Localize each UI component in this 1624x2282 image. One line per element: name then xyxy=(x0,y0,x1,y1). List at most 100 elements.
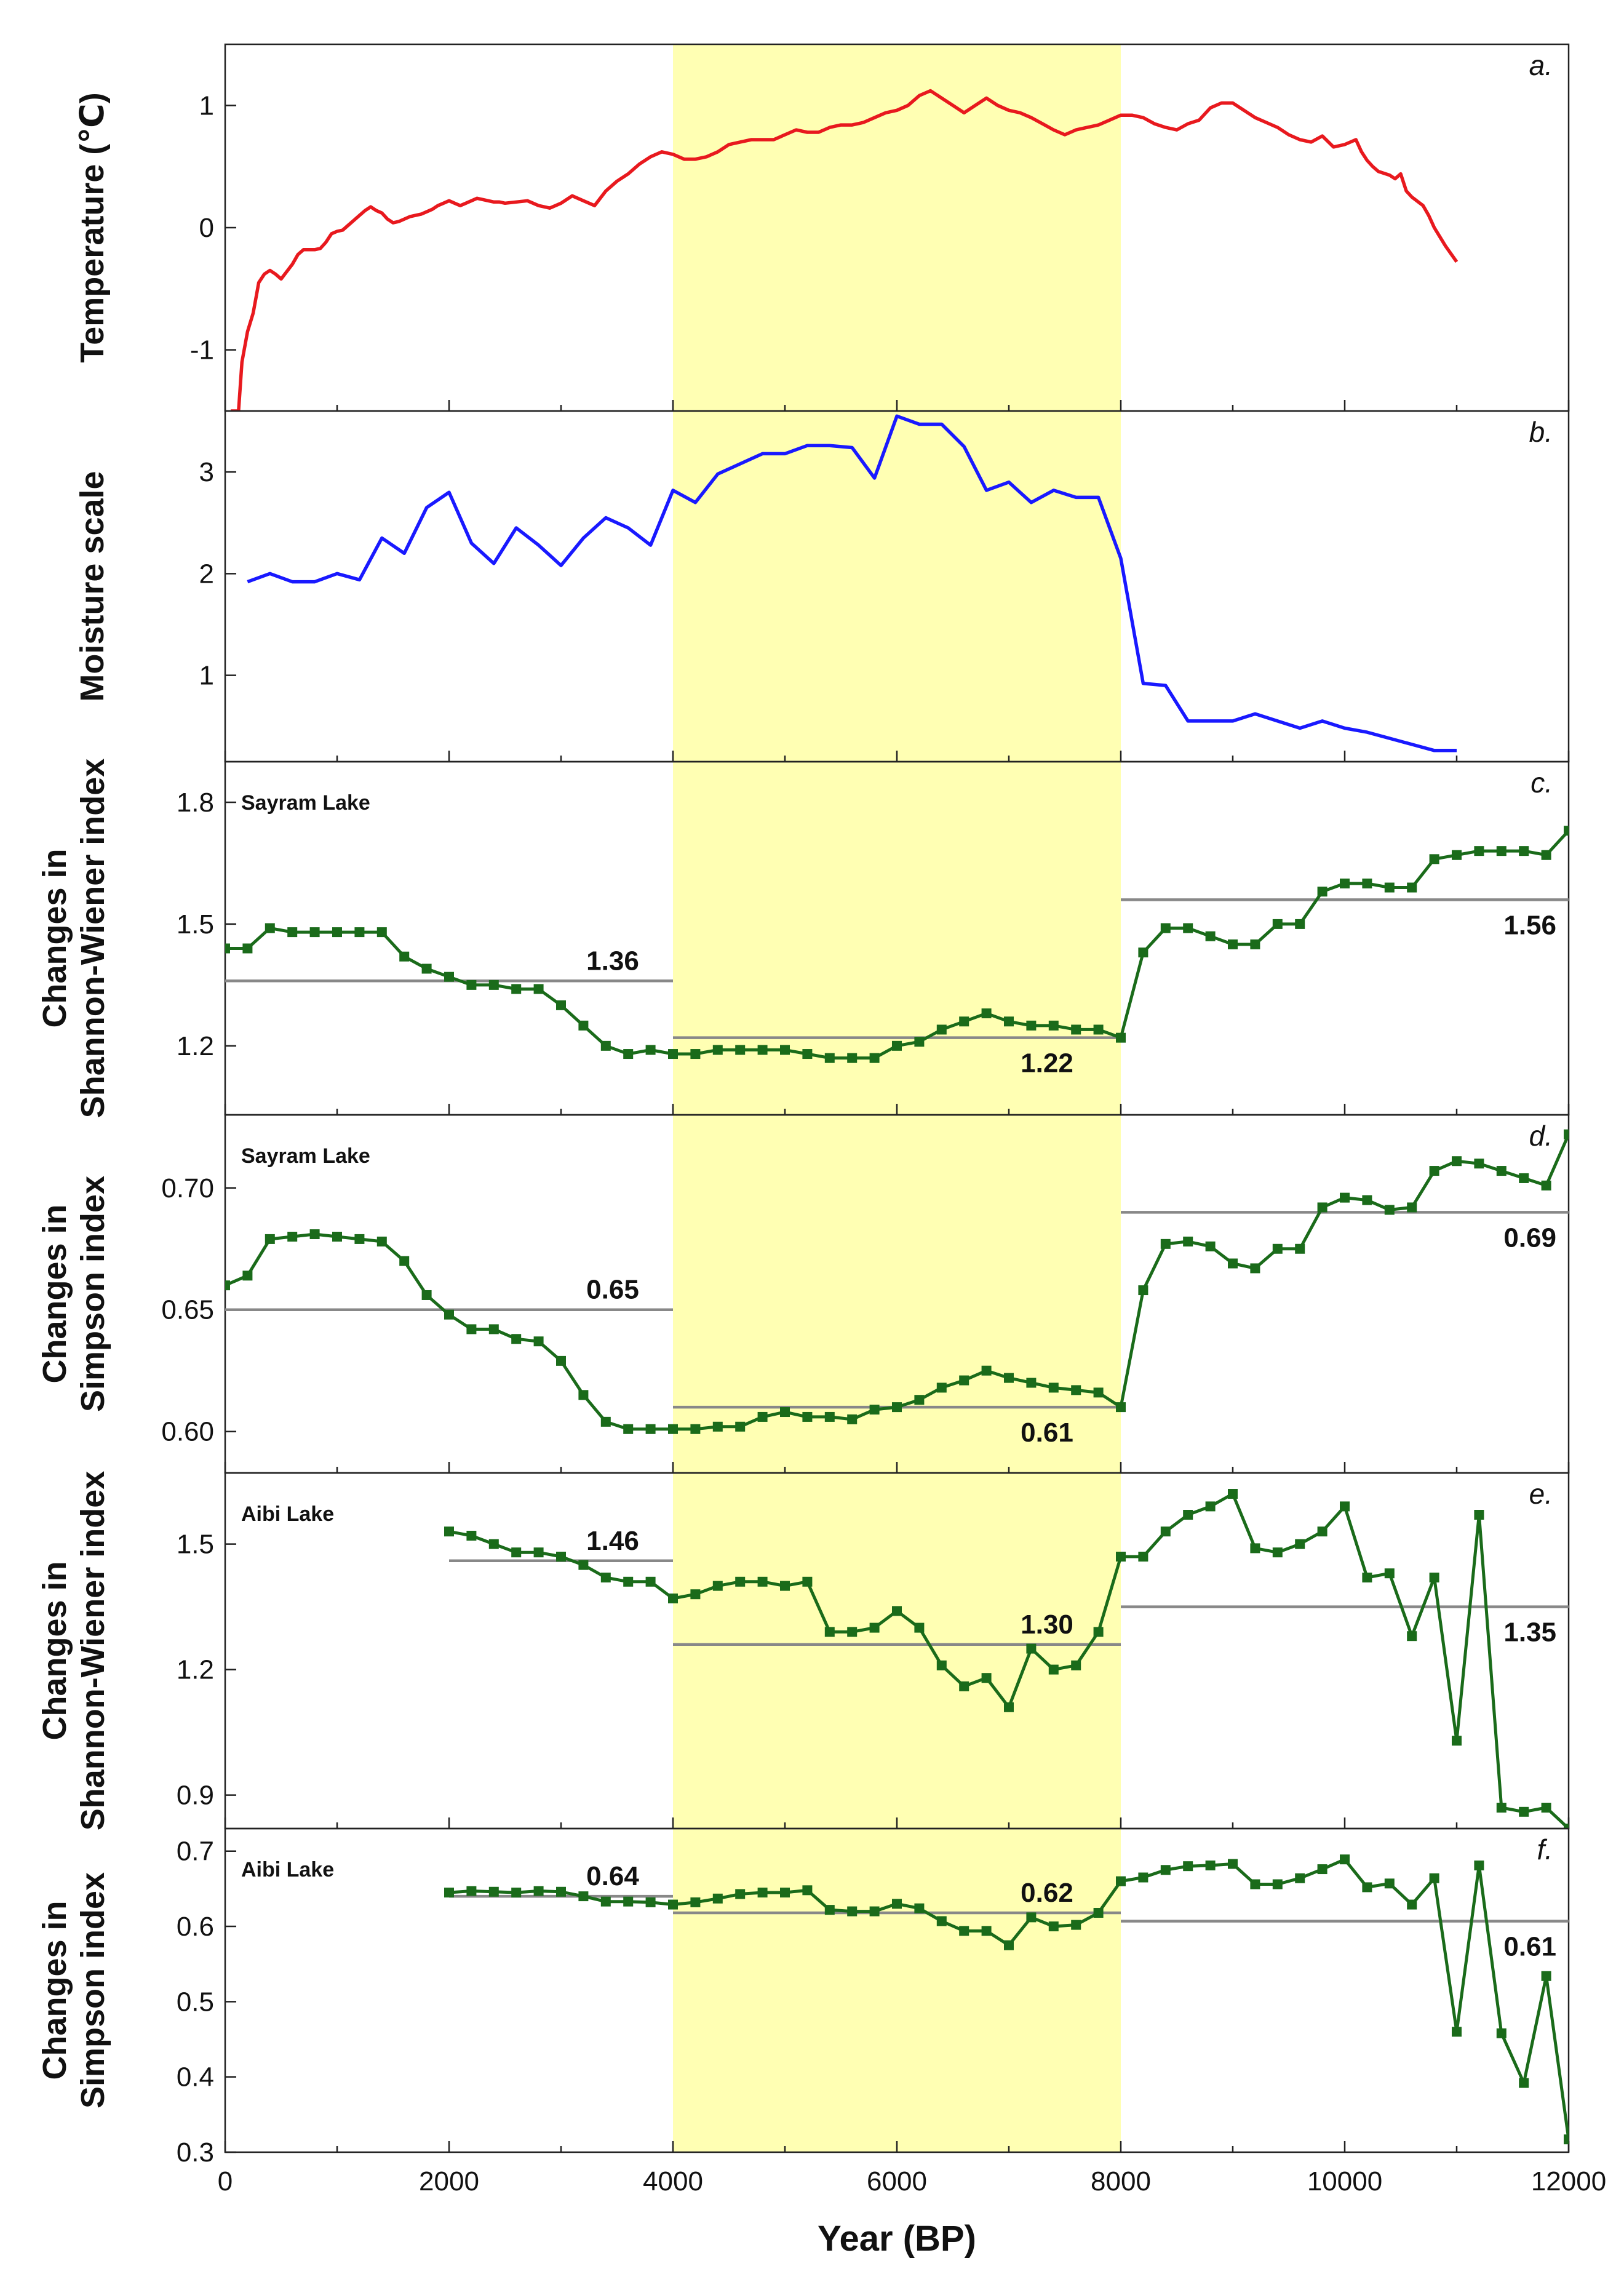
site-label: Sayram Lake xyxy=(241,791,370,815)
data-point xyxy=(1452,1156,1462,1167)
data-point xyxy=(225,943,230,954)
data-point xyxy=(914,1903,925,1913)
data-point xyxy=(1340,1854,1350,1865)
panel-tag: a. xyxy=(1529,49,1553,81)
mean-label: 1.30 xyxy=(1021,1610,1073,1640)
data-point xyxy=(892,1040,902,1051)
data-point xyxy=(332,1231,342,1242)
data-point xyxy=(981,1008,992,1019)
y-axis-title: Shannon-Wiener index xyxy=(74,759,111,1119)
data-point xyxy=(824,1905,835,1915)
y-tick-label: 1 xyxy=(199,90,214,121)
data-point xyxy=(959,1926,969,1936)
data-point xyxy=(466,1531,477,1541)
data-point xyxy=(824,1627,835,1637)
data-point xyxy=(1138,1552,1148,1562)
data-point xyxy=(892,1402,902,1413)
data-point xyxy=(287,1231,298,1242)
data-point xyxy=(444,1526,454,1537)
data-point xyxy=(309,927,320,938)
data-point xyxy=(1340,1501,1350,1512)
data-point xyxy=(1564,1824,1569,1829)
data-point xyxy=(1496,1803,1507,1813)
data-point xyxy=(959,1375,969,1386)
y-axis-title: Changes in xyxy=(36,1901,73,2080)
y-tick-label: 0 xyxy=(199,213,214,243)
data-point xyxy=(488,1539,499,1549)
data-point xyxy=(1384,1568,1395,1579)
data-point xyxy=(1228,1859,1238,1869)
data-point xyxy=(735,1889,746,1899)
data-point xyxy=(1429,1873,1439,1883)
data-point xyxy=(1160,1526,1171,1537)
data-point xyxy=(600,1416,611,1427)
data-point xyxy=(1205,1501,1216,1512)
y-tick-label: 0.70 xyxy=(161,1173,214,1203)
data-point xyxy=(1160,1865,1171,1875)
data-point xyxy=(1048,1921,1059,1932)
panel-tag: b. xyxy=(1529,416,1553,448)
data-point xyxy=(511,1334,522,1344)
data-point xyxy=(645,1045,656,1055)
data-point xyxy=(981,1365,992,1376)
data-point xyxy=(556,1552,566,1562)
x-tick-label: 8000 xyxy=(1091,2166,1151,2196)
panel-tag: d. xyxy=(1529,1120,1553,1152)
data-point xyxy=(309,1229,320,1239)
y-tick-label: 1.5 xyxy=(177,909,214,940)
data-point xyxy=(690,1424,701,1434)
y-axis-title: Changes in xyxy=(36,848,73,1027)
y-axis-title: Shannon-Wiener index xyxy=(74,1471,111,1831)
data-point xyxy=(802,1885,813,1896)
data-point xyxy=(376,927,387,938)
data-point xyxy=(668,1899,678,1910)
mean-label: 1.36 xyxy=(586,946,639,976)
data-point xyxy=(1362,878,1372,888)
data-point xyxy=(757,1887,768,1897)
y-tick-label: 0.9 xyxy=(177,1781,214,1811)
data-point xyxy=(1272,1547,1283,1558)
y-tick-label: 1.8 xyxy=(177,788,214,818)
data-point xyxy=(1362,1195,1372,1205)
y-tick-label: 0.65 xyxy=(161,1295,214,1325)
data-point xyxy=(1183,1236,1193,1247)
data-point xyxy=(533,1336,544,1347)
y-tick-label: 1 xyxy=(199,661,214,691)
mean-label: 0.69 xyxy=(1503,1223,1556,1253)
data-point xyxy=(1071,1024,1081,1035)
data-point xyxy=(265,923,275,933)
data-point xyxy=(1474,1860,1484,1870)
data-point xyxy=(242,943,253,954)
data-point xyxy=(1093,1387,1104,1398)
data-point xyxy=(1272,919,1283,929)
data-point xyxy=(1317,887,1327,897)
data-point xyxy=(578,1020,589,1031)
data-point xyxy=(712,1581,723,1591)
data-point xyxy=(869,1405,880,1415)
data-point xyxy=(511,1547,522,1558)
data-point xyxy=(1250,939,1260,949)
data-point xyxy=(1407,1899,1417,1910)
mean-label: 0.65 xyxy=(586,1275,639,1305)
y-tick-label: 0.7 xyxy=(177,1837,214,1867)
data-point xyxy=(421,963,432,974)
data-point xyxy=(735,1045,746,1055)
x-tick-label: 4000 xyxy=(643,2166,703,2196)
data-point xyxy=(1452,2027,1462,2037)
data-point xyxy=(1004,1940,1014,1950)
data-point xyxy=(1093,1627,1104,1637)
data-point xyxy=(556,1000,566,1010)
data-point xyxy=(488,979,499,990)
data-point xyxy=(936,1916,947,1926)
data-point xyxy=(780,1581,790,1591)
data-point xyxy=(466,979,477,990)
data-point xyxy=(1228,939,1238,949)
data-point xyxy=(914,1395,925,1405)
data-point xyxy=(1362,1882,1372,1893)
mean-label: 1.22 xyxy=(1021,1048,1073,1079)
data-point xyxy=(600,1040,611,1051)
data-point xyxy=(1474,846,1484,856)
panel-c: 1.2 1.5 1.8 Changes in Shannon-Wiener index c… xyxy=(36,759,1570,1119)
y-axis-title: Simpson index xyxy=(74,1872,111,2108)
